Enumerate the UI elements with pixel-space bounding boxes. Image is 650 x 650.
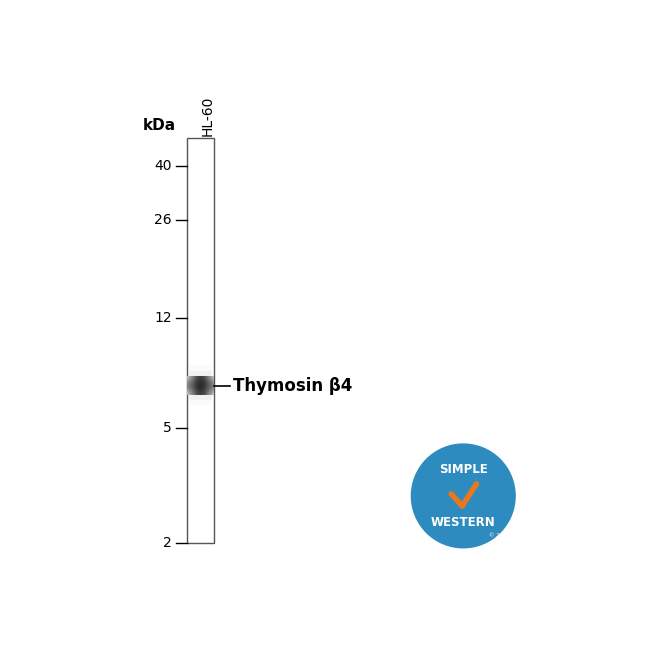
Text: © 2014: © 2014 [489, 533, 511, 538]
Text: 26: 26 [154, 213, 172, 228]
Bar [190, 371, 211, 400]
Bar [190, 366, 211, 405]
Text: 40: 40 [154, 159, 172, 173]
Bar [187, 138, 214, 543]
Text: SIMPLE: SIMPLE [439, 463, 488, 476]
Text: 2: 2 [163, 536, 172, 551]
Text: HL-60: HL-60 [200, 95, 214, 136]
Text: 5: 5 [163, 421, 172, 435]
Circle shape [411, 443, 516, 549]
Text: kDa: kDa [142, 118, 176, 133]
Text: WESTERN: WESTERN [431, 515, 496, 528]
Text: 12: 12 [154, 311, 172, 325]
Text: Thymosin β4: Thymosin β4 [233, 377, 352, 395]
